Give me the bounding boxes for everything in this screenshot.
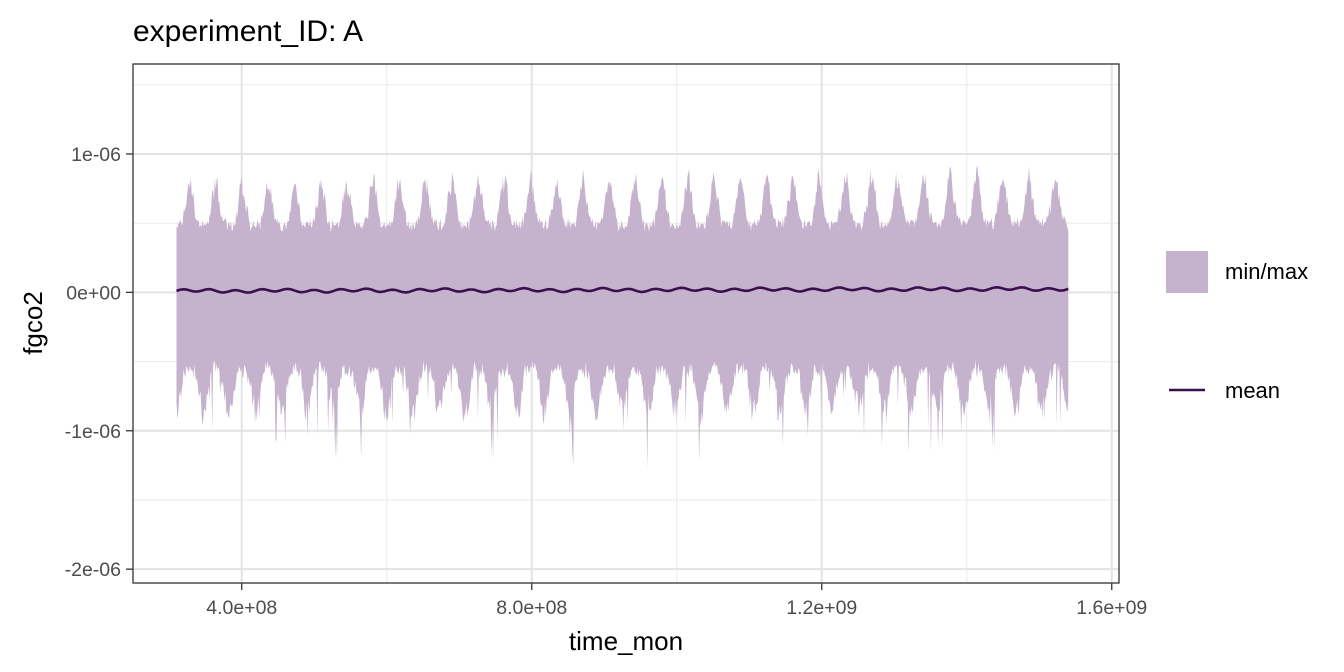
y-axis: 1e-06 0e+00 -1e-06 -2e-06 [65, 144, 133, 581]
y-tick-label: -1e-06 [65, 421, 121, 443]
chart-title: experiment_ID: A [133, 15, 363, 48]
y-tick-label: -2e-06 [65, 559, 121, 581]
x-tick-label: 1.6e+09 [1076, 597, 1147, 619]
x-axis-label: time_mon [569, 626, 683, 656]
legend-label-min-max: min/max [1225, 259, 1308, 284]
plot-panel [132, 63, 1120, 584]
x-tick-label: 8.0e+08 [496, 597, 567, 619]
legend-key-min-max [1166, 251, 1208, 293]
x-tick-label: 4.0e+08 [206, 597, 277, 619]
panel-border [132, 63, 1120, 584]
y-tick-label: 0e+00 [66, 282, 121, 304]
x-tick-label: 1.2e+09 [786, 597, 857, 619]
legend-label-mean: mean [1225, 378, 1280, 403]
mean-line [176, 285, 1069, 294]
x-axis: 4.0e+08 8.0e+08 1.2e+09 1.6e+09 [206, 583, 1147, 619]
y-tick-label: 1e-06 [71, 144, 121, 166]
y-axis-label: fgco2 [18, 291, 48, 355]
legend: min/max mean [1166, 251, 1308, 403]
min-max-ribbon [176, 165, 1069, 471]
